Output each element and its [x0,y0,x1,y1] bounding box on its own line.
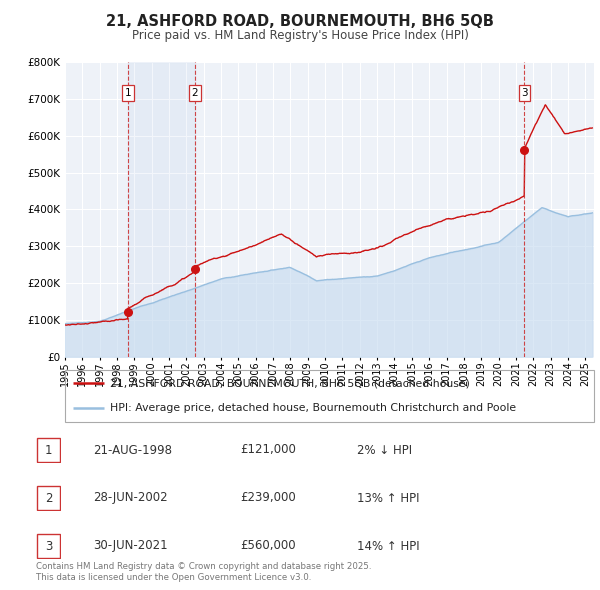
Text: 2% ↓ HPI: 2% ↓ HPI [357,444,412,457]
Text: HPI: Average price, detached house, Bournemouth Christchurch and Poole: HPI: Average price, detached house, Bour… [110,404,516,414]
Text: 21-AUG-1998: 21-AUG-1998 [93,444,172,457]
Text: £560,000: £560,000 [240,539,296,552]
Text: 3: 3 [45,539,52,552]
Text: Contains HM Land Registry data © Crown copyright and database right 2025.
This d: Contains HM Land Registry data © Crown c… [36,562,371,582]
Text: 1: 1 [45,444,52,457]
Text: Price paid vs. HM Land Registry's House Price Index (HPI): Price paid vs. HM Land Registry's House … [131,29,469,42]
Text: 14% ↑ HPI: 14% ↑ HPI [357,539,419,552]
Text: £239,000: £239,000 [240,491,296,504]
Text: 1: 1 [125,88,131,98]
Text: 28-JUN-2002: 28-JUN-2002 [93,491,167,504]
Text: £121,000: £121,000 [240,444,296,457]
Text: 21, ASHFORD ROAD, BOURNEMOUTH, BH6 5QB (detached house): 21, ASHFORD ROAD, BOURNEMOUTH, BH6 5QB (… [110,378,470,388]
Bar [128,62,195,357]
Text: 13% ↑ HPI: 13% ↑ HPI [357,491,419,504]
Text: 30-JUN-2021: 30-JUN-2021 [93,539,167,552]
Text: 3: 3 [521,88,528,98]
Text: 2: 2 [191,88,198,98]
Text: 2: 2 [45,491,52,504]
Text: 21, ASHFORD ROAD, BOURNEMOUTH, BH6 5QB: 21, ASHFORD ROAD, BOURNEMOUTH, BH6 5QB [106,14,494,29]
